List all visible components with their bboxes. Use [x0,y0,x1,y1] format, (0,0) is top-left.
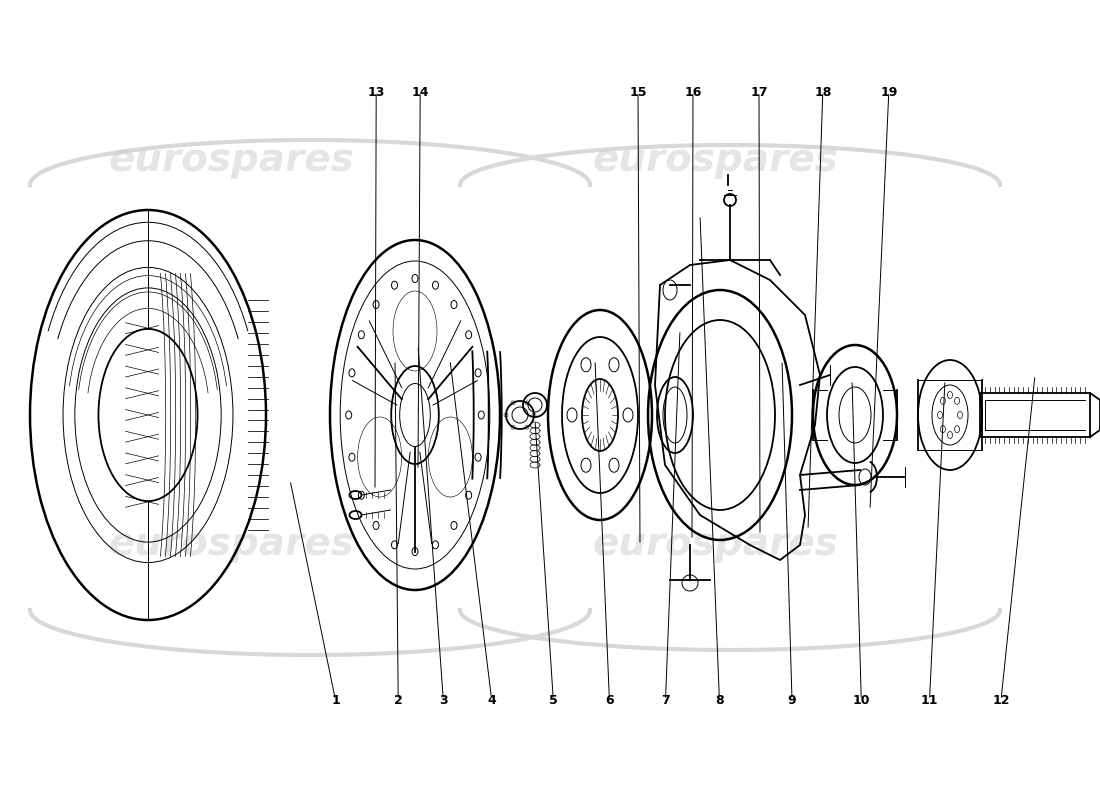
Text: 10: 10 [852,694,870,706]
Text: 7: 7 [661,694,670,706]
Text: eurospares: eurospares [108,141,354,179]
Text: 17: 17 [750,86,768,98]
Text: 18: 18 [814,86,832,98]
Text: 5: 5 [549,694,558,706]
Text: eurospares: eurospares [592,141,838,179]
Text: 14: 14 [411,86,429,98]
Text: 1: 1 [331,694,340,706]
Text: 8: 8 [715,694,724,706]
Text: 2: 2 [394,694,403,706]
Text: 11: 11 [921,694,938,706]
Text: 13: 13 [367,86,385,98]
Text: 19: 19 [880,86,898,98]
Text: 15: 15 [629,86,647,98]
Text: eurospares: eurospares [108,525,354,563]
Text: eurospares: eurospares [592,525,838,563]
Text: 16: 16 [684,86,702,98]
Text: 9: 9 [788,694,796,706]
Text: 12: 12 [992,694,1010,706]
Text: 6: 6 [605,694,614,706]
Text: 4: 4 [487,694,496,706]
Text: 3: 3 [439,694,448,706]
